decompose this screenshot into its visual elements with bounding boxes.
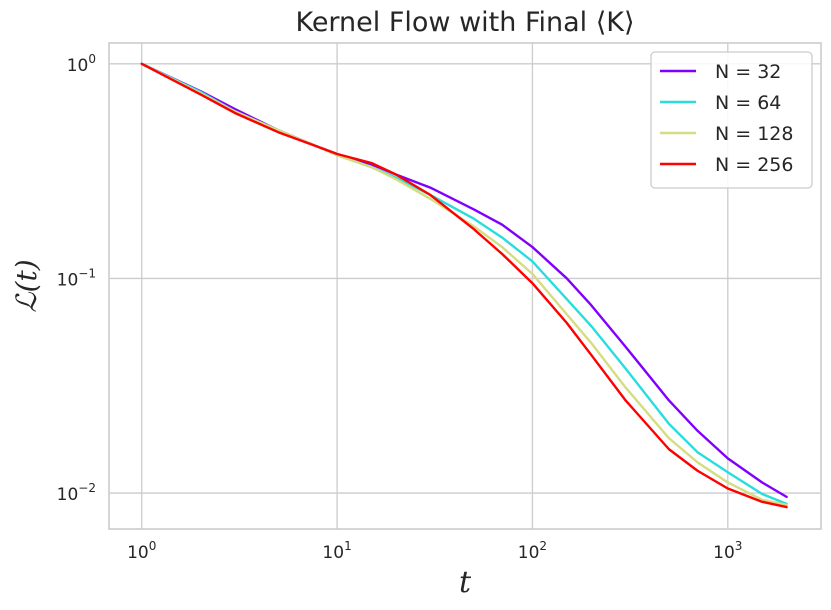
y-axis-label: ℒ(t)	[10, 259, 43, 312]
x-axis-label: t	[459, 565, 472, 600]
legend-label: N = 256	[715, 154, 793, 176]
x-tick-label: 101	[322, 539, 351, 563]
legend-box	[650, 51, 813, 189]
legend: N = 32 N = 64 N = 128 N = 256	[650, 51, 813, 189]
plot-frame	[108, 42, 822, 530]
y-tick-label: 10−1	[57, 266, 96, 290]
y-tick-labels: 100 10−1 10−2	[57, 52, 96, 505]
y-tick-label: 10−2	[57, 481, 96, 505]
x-tick-label: 100	[127, 539, 156, 563]
grid-lines	[109, 43, 821, 529]
x-tick-labels: 100 101 102 103	[127, 539, 742, 563]
series-lines	[140, 62, 788, 509]
chart-title: Kernel Flow with Final ⟨K⟩	[295, 7, 634, 38]
y-tick-label: 100	[67, 52, 96, 76]
legend-label: N = 64	[715, 92, 781, 114]
series-line-n128	[140, 62, 788, 507]
legend-label: N = 128	[715, 123, 793, 145]
series-line-n256	[140, 62, 788, 509]
x-tick-label: 102	[518, 539, 547, 563]
legend-label: N = 32	[715, 61, 781, 83]
x-tick-label: 103	[713, 539, 742, 563]
